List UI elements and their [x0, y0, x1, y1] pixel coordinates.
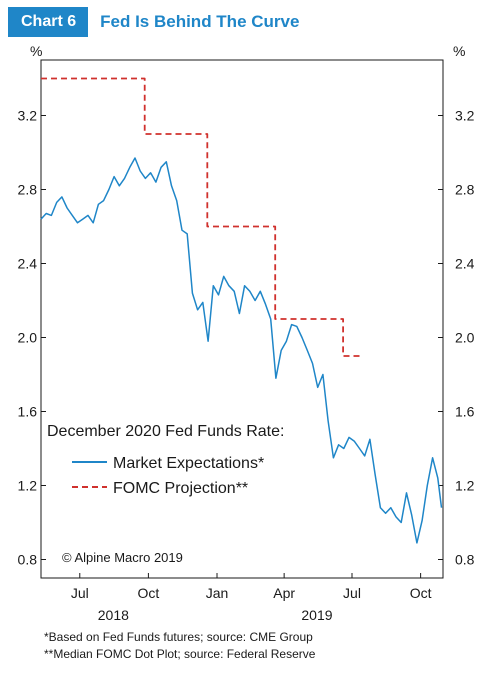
y-tick-label-right: 1.2 [455, 478, 475, 494]
chart-number-badge: Chart 6 [8, 7, 89, 37]
y-tick-label-left: 0.8 [18, 552, 38, 568]
x-tick-label: Jan [206, 585, 229, 601]
copyright-note: © Alpine Macro 2019 [62, 550, 183, 565]
footnote-market-source: *Based on Fed Funds futures; source: CME… [44, 630, 313, 644]
y-tick-label-right: 2.4 [455, 256, 475, 272]
legend-label-market: Market Expectations* [113, 455, 264, 472]
y-tick-label-left: 1.2 [18, 478, 38, 494]
y-tick-label-right: 1.6 [455, 404, 475, 420]
y-tick-label-right: 3.2 [455, 108, 475, 124]
chart-title: Fed Is Behind The Curve [100, 12, 300, 31]
y-tick-label-right: 2.8 [455, 182, 475, 198]
y-tick-label-left: 2.4 [18, 256, 38, 272]
y-tick-label-left: 1.6 [18, 404, 38, 420]
footnotes: *Based on Fed Funds futures; source: CME… [44, 629, 315, 663]
y-tick-label-right: 2.0 [455, 330, 475, 346]
x-tick-label: Jul [71, 585, 89, 601]
footnote-fomc-source: **Median FOMC Dot Plot; source: Federal … [44, 647, 316, 661]
x-tick-label: Oct [138, 585, 160, 601]
right-unit-label: % [453, 43, 465, 59]
chart-header: Chart 6 Fed Is Behind The Curve [8, 6, 299, 38]
series-line-fomc-projection [41, 77, 363, 357]
left-unit-label: % [30, 43, 42, 59]
y-tick-label-left: 2.8 [18, 182, 38, 198]
y-tick-label-right: 0.8 [455, 552, 475, 568]
legend-title: December 2020 Fed Funds Rate: [47, 423, 284, 440]
y-tick-label-left: 3.2 [18, 108, 38, 124]
series-line-market-expectations [40, 157, 443, 544]
plot-frame [40, 59, 444, 579]
x-tick-label: Oct [410, 585, 432, 601]
legend-label-fomc: FOMC Projection** [113, 480, 248, 497]
y-tick-label-left: 2.0 [18, 330, 38, 346]
x-year-label: 2018 [98, 607, 129, 623]
x-year-label: 2019 [301, 607, 332, 623]
x-tick-label: Jul [343, 585, 361, 601]
x-tick-label: Apr [273, 585, 295, 601]
